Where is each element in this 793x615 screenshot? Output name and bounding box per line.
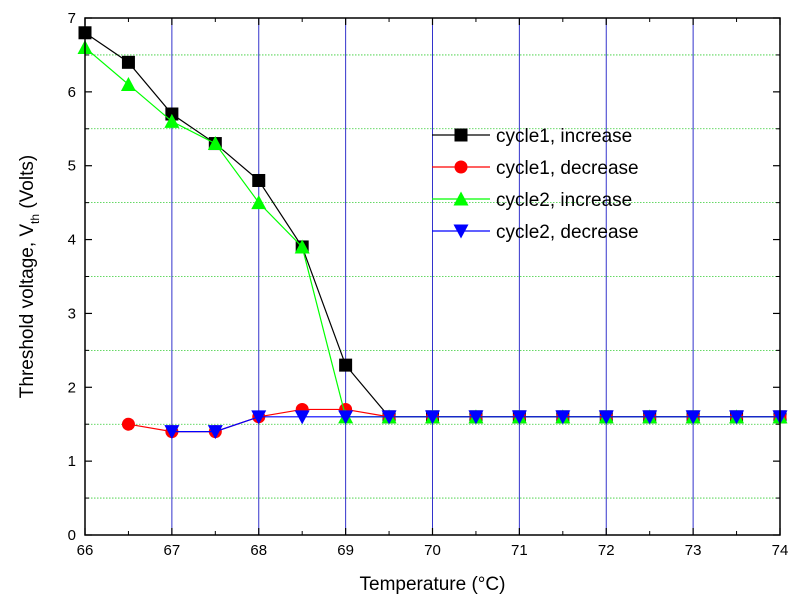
x-tick-label: 74 — [772, 542, 789, 559]
legend-label: cycle2, increase — [496, 190, 632, 211]
series-3-point — [251, 195, 267, 210]
legend-marker — [454, 128, 468, 142]
x-tick-label: 70 — [424, 542, 441, 559]
series-4-point — [338, 410, 354, 425]
y-tick-label: 7 — [68, 10, 76, 27]
legend-label: cycle2, decrease — [496, 222, 639, 243]
y-tick-label: 5 — [68, 158, 76, 175]
legend-entry-4: cycle2, decrease — [432, 222, 639, 243]
series-3-point — [120, 76, 136, 91]
legend-label: cycle1, decrease — [496, 158, 639, 179]
x-tick-label: 66 — [77, 542, 94, 559]
y-tick-label: 0 — [68, 527, 76, 544]
x-axis-title: Temperature (°C) — [360, 574, 506, 595]
legend-marker — [454, 160, 468, 174]
legend-label: cycle1, increase — [496, 126, 632, 147]
series-4-point — [468, 410, 484, 425]
x-tick-label: 67 — [164, 542, 181, 559]
series-4-point — [294, 410, 310, 425]
series-4-point — [511, 410, 527, 425]
series-3-point — [207, 136, 223, 151]
x-tick-label: 68 — [250, 542, 267, 559]
y-axis-title-subscript: th — [28, 214, 42, 224]
x-tick-label: 69 — [337, 542, 354, 559]
grid-layer — [85, 18, 780, 535]
series-4-point — [164, 425, 180, 440]
series-3-point — [164, 113, 180, 128]
series-4-point — [642, 410, 658, 425]
legend: cycle1, increase cycle1, decrease cycle2, … — [432, 126, 639, 243]
series-4 — [164, 410, 788, 440]
x-tick-label: 73 — [685, 542, 702, 559]
x-tick-label: 71 — [511, 542, 528, 559]
y-axis-title-main: Threshold voltage, V — [17, 224, 38, 399]
series-4-point — [381, 410, 397, 425]
y-tick-label: 2 — [68, 379, 76, 396]
series-4-point — [729, 410, 745, 425]
legend-marker — [453, 191, 469, 206]
y-axis-title-tail: (Volts) — [17, 155, 38, 214]
series-4-point — [207, 425, 223, 440]
series-2-point — [121, 417, 135, 431]
legend-entry-3: cycle2, increase — [432, 190, 632, 211]
series-4-point — [598, 410, 614, 425]
series-4-point — [555, 410, 571, 425]
series-4-point — [251, 410, 267, 425]
series-4-point — [685, 410, 701, 425]
y-tick-label: 1 — [68, 453, 76, 470]
y-tick-label: 3 — [68, 305, 76, 322]
x-tick-label: 72 — [598, 542, 615, 559]
series-1-point — [252, 173, 266, 187]
series-3-point — [294, 239, 310, 254]
legend-entry-2: cycle1, decrease — [432, 158, 639, 179]
series-1-point — [121, 55, 135, 69]
legend-entry-1: cycle1, increase — [432, 126, 632, 147]
series-1-point — [339, 358, 353, 372]
y-tick-label: 4 — [68, 232, 76, 249]
legend-marker — [453, 224, 469, 239]
series-4-point — [425, 410, 440, 425]
y-axis-title: Threshold voltage, Vth (Volts) — [17, 155, 42, 398]
y-tick-label: 6 — [68, 84, 76, 101]
